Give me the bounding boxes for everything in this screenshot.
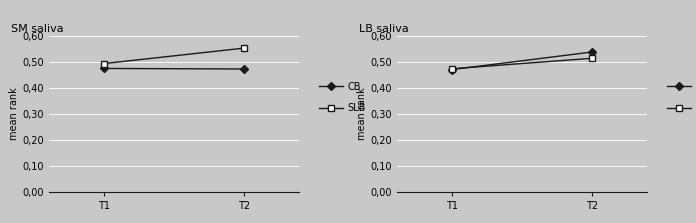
Text: SM saliva: SM saliva bbox=[11, 23, 64, 33]
Y-axis label: mean rank: mean rank bbox=[10, 87, 19, 140]
Legend: CB, SLB: CB, SLB bbox=[665, 80, 696, 115]
Text: LB saliva: LB saliva bbox=[359, 23, 409, 33]
Legend: CB, SLB: CB, SLB bbox=[317, 80, 368, 115]
Y-axis label: mean rank: mean rank bbox=[358, 87, 367, 140]
